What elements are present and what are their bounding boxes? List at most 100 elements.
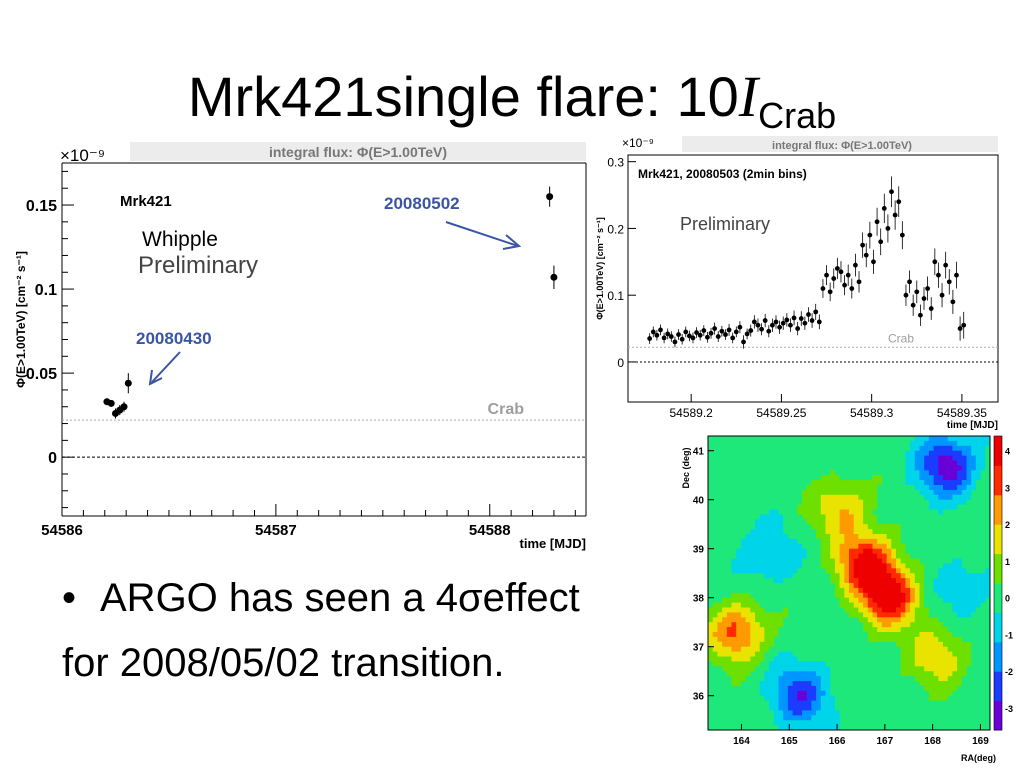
map-cell [750,676,756,682]
map-cell [731,685,737,692]
map-cell [914,455,920,461]
map-cell [943,632,949,638]
map-cell [900,641,906,648]
map-cell [891,710,897,716]
map-cell [736,627,742,633]
map-cell [769,700,775,706]
map-cell [712,632,718,638]
map-cell [891,529,897,535]
map-cell [717,573,723,579]
map-cell [858,480,864,486]
map-cell [830,485,836,491]
map-cell [928,720,934,726]
map-cell [783,514,789,520]
map-cell [830,666,836,672]
map-cell [726,524,732,530]
map-cell [769,436,775,442]
map-cell [928,460,934,466]
map-cell [726,440,732,447]
map-cell [900,695,906,701]
map-cell [830,651,836,657]
map-cell [971,440,977,447]
map-cell [726,666,732,672]
map-cell [858,460,864,466]
map-x-tick-label: 166 [829,736,846,747]
map-cell [975,592,981,599]
map-cell [914,646,920,652]
map-cell [811,529,817,535]
map-cell [924,578,930,584]
map-cell [778,519,784,525]
map-cell [769,489,775,496]
map-cell [933,489,939,496]
map-cell [834,583,840,589]
map-cell [834,514,840,520]
map-cell [966,661,972,667]
map-cell [896,436,902,442]
map-cell [834,627,840,633]
map-cell [952,509,958,515]
map-cell [802,617,808,623]
map-cell [717,509,723,515]
chart2-point [730,335,736,341]
map-cell [825,583,831,589]
map-cell [712,573,718,579]
chart2-point [741,339,746,345]
map-cell [811,592,817,599]
map-cell [834,661,840,667]
map-cell [797,548,803,554]
map-cell [740,485,746,491]
map-cell [896,695,902,701]
map-cell [839,480,845,486]
map-cell [966,470,972,476]
map-cell [924,592,930,599]
map-cell [863,700,869,706]
map-cell [722,587,728,594]
chart2-crab-label: Crab [888,331,914,345]
map-cell [952,720,958,726]
map-cell [811,661,817,667]
map-cell [844,720,850,726]
map-cell [881,538,887,545]
map-cell [975,641,981,648]
map-cell [947,617,953,623]
map-cell [783,470,789,476]
map-cell [797,607,803,613]
map-cell [858,651,864,657]
map-cell [708,715,714,721]
map-cell [877,494,883,501]
map-cell [797,587,803,594]
map-cell [806,563,812,569]
map-cell [853,548,859,554]
map-cell [830,573,836,579]
map-cell [877,524,883,530]
map-cell [750,573,756,579]
map-cell [910,641,916,648]
map-cell [769,470,775,476]
map-cell [905,607,911,613]
map-cell [769,676,775,682]
map-cell [717,445,723,452]
map-cell [872,465,878,471]
map-cell [891,636,897,643]
chart2-point [788,322,793,328]
map-cell [891,514,897,520]
map-cell [872,548,878,554]
map-cell [900,646,906,652]
map-cell [816,612,822,618]
map-cell [858,681,864,687]
map-cell [853,534,859,540]
map-cell [933,681,939,687]
map-cell [947,485,953,491]
chart2-point [936,272,941,278]
map-cell [853,568,859,574]
map-cell [928,646,934,652]
map-cell [844,573,850,579]
map-cell [764,529,770,535]
map-cell [886,602,892,608]
map-cell [872,587,878,594]
map-y-tick-label: 40 [693,496,705,507]
map-cell [853,592,859,599]
map-cell [792,627,798,633]
colorbar-segment [994,524,1002,555]
